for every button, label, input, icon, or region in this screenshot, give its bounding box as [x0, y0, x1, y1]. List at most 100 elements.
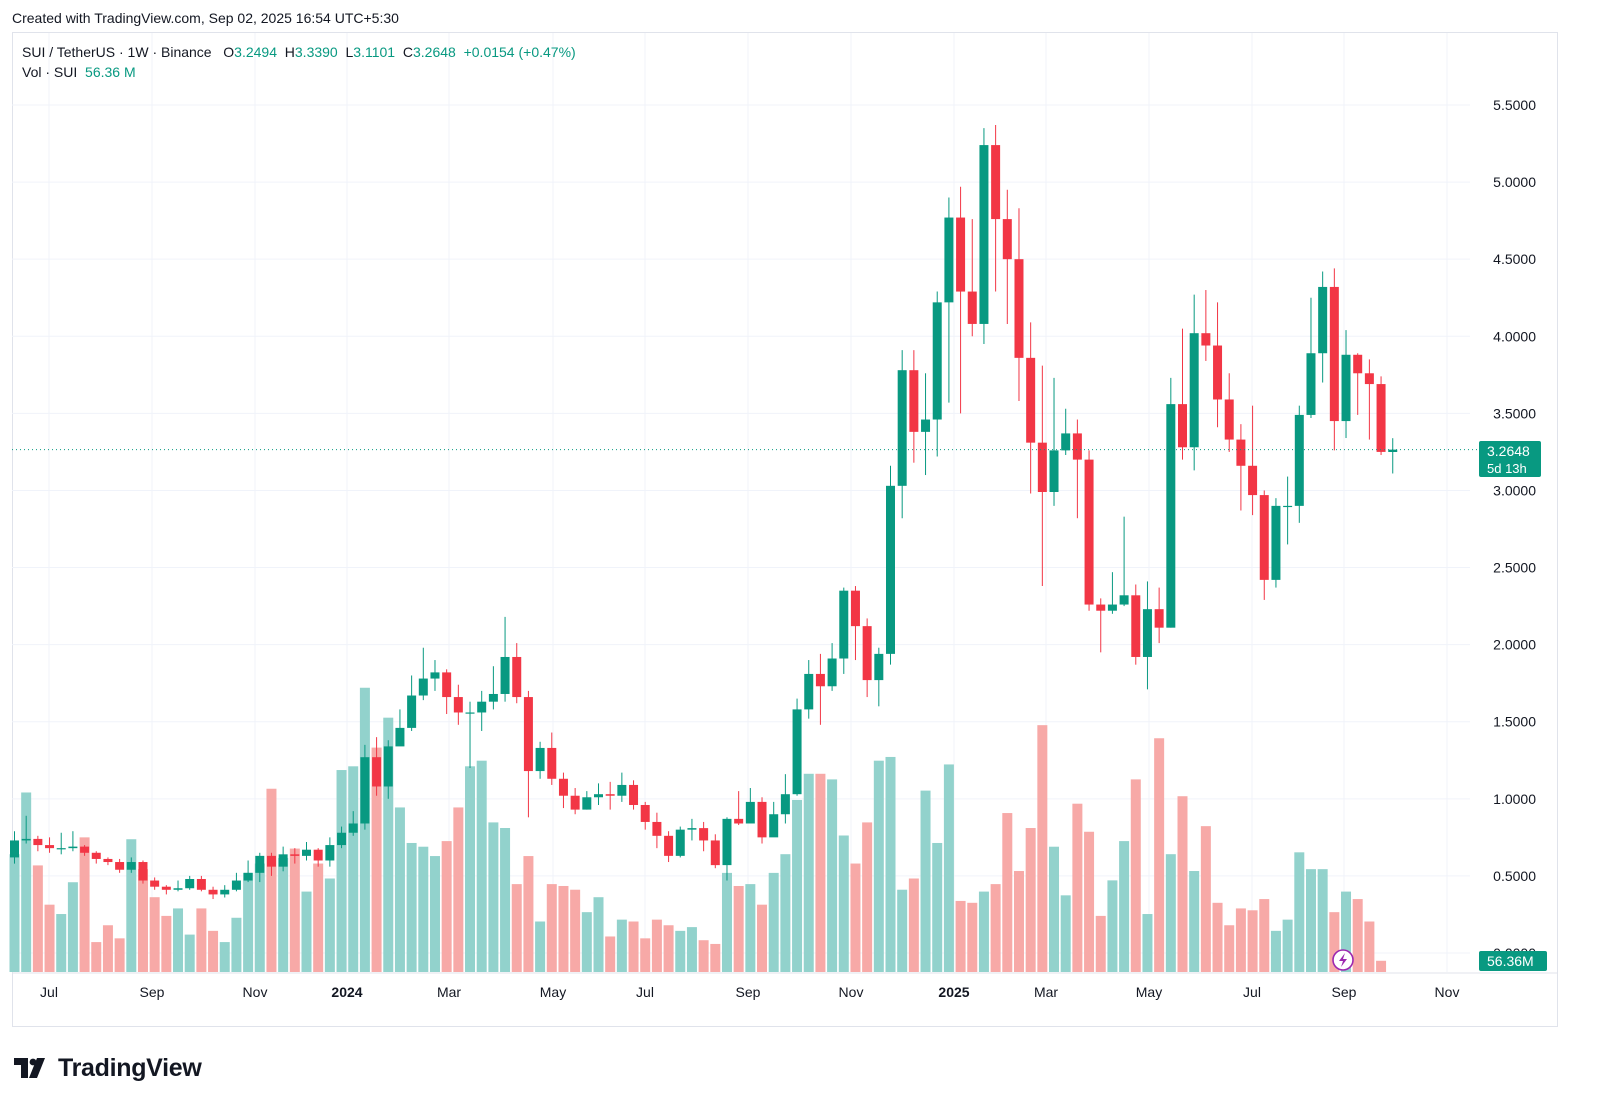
candle[interactable]: [512, 643, 522, 704]
candle[interactable]: [804, 660, 814, 719]
candle[interactable]: [897, 350, 907, 519]
volume-label[interactable]: Vol · SUI: [22, 64, 78, 80]
candle[interactable]: [1049, 377, 1059, 506]
candle[interactable]: [769, 801, 779, 838]
candle[interactable]: [909, 350, 919, 463]
candle[interactable]: [675, 826, 685, 858]
candle[interactable]: [827, 643, 837, 691]
candle[interactable]: [780, 774, 790, 824]
candle[interactable]: [45, 837, 55, 853]
candle[interactable]: [103, 857, 113, 866]
candle[interactable]: [629, 780, 639, 810]
candle[interactable]: [430, 660, 440, 691]
lightning-icon[interactable]: [1332, 949, 1354, 971]
candle[interactable]: [477, 690, 487, 731]
candle[interactable]: [1201, 290, 1211, 361]
candle[interactable]: [465, 701, 475, 768]
candle[interactable]: [640, 801, 650, 830]
candle[interactable]: [1329, 268, 1339, 451]
symbol-info[interactable]: SUI / TetherUS · 1W · Binance: [22, 44, 212, 60]
candle[interactable]: [138, 860, 148, 884]
candle[interactable]: [594, 783, 603, 805]
candle[interactable]: [266, 852, 276, 876]
candle[interactable]: [1306, 297, 1316, 418]
candle[interactable]: [932, 291, 942, 457]
candle[interactable]: [1271, 498, 1281, 588]
candle[interactable]: [535, 741, 545, 779]
candle[interactable]: [10, 831, 19, 864]
candle[interactable]: [21, 815, 31, 844]
candle[interactable]: [56, 832, 66, 855]
candle[interactable]: [1259, 490, 1269, 600]
candle[interactable]: [1014, 208, 1024, 402]
candle[interactable]: [1037, 365, 1047, 587]
candle[interactable]: [582, 791, 592, 810]
candle[interactable]: [1131, 584, 1141, 665]
candle[interactable]: [956, 186, 966, 414]
candle[interactable]: [687, 818, 697, 841]
candle[interactable]: [185, 875, 195, 890]
candle[interactable]: [243, 860, 253, 883]
candle[interactable]: [874, 647, 884, 707]
candle[interactable]: [313, 848, 323, 867]
candle[interactable]: [1213, 302, 1223, 428]
candle[interactable]: [991, 125, 1001, 292]
candle[interactable]: [1294, 405, 1304, 523]
candle[interactable]: [652, 812, 662, 849]
candle[interactable]: [792, 698, 802, 796]
candle[interactable]: [1002, 189, 1012, 324]
candle[interactable]: [173, 880, 183, 892]
candle[interactable]: [745, 788, 755, 824]
candle[interactable]: [1224, 373, 1234, 452]
candle[interactable]: [1084, 450, 1094, 611]
candle[interactable]: [1248, 405, 1258, 516]
candle[interactable]: [80, 845, 90, 856]
candle[interactable]: [418, 647, 428, 701]
candle[interactable]: [921, 373, 931, 476]
candle[interactable]: [979, 128, 989, 344]
candle[interactable]: [944, 197, 954, 403]
candle[interactable]: [68, 831, 78, 852]
candle[interactable]: [1364, 359, 1374, 440]
candle[interactable]: [1142, 581, 1152, 690]
candle[interactable]: [1154, 587, 1164, 644]
candle[interactable]: [208, 886, 218, 900]
candle[interactable]: [115, 858, 125, 873]
candle[interactable]: [734, 791, 744, 826]
candle[interactable]: [196, 875, 206, 892]
candle[interactable]: [710, 834, 720, 869]
candle[interactable]: [255, 852, 265, 883]
candle[interactable]: [1166, 377, 1176, 628]
candle[interactable]: [886, 465, 895, 665]
candle[interactable]: [302, 841, 311, 861]
candle[interactable]: [547, 732, 557, 785]
candle[interactable]: [1096, 598, 1106, 653]
candle[interactable]: [617, 772, 627, 802]
candle[interactable]: [1376, 376, 1386, 455]
candle[interactable]: [664, 831, 674, 863]
tradingview-brand[interactable]: TradingView: [14, 1053, 202, 1083]
candle[interactable]: [126, 857, 136, 873]
candle[interactable]: [91, 851, 101, 864]
candle[interactable]: [722, 817, 732, 881]
candle[interactable]: [1318, 271, 1328, 383]
candle[interactable]: [395, 709, 405, 747]
candle[interactable]: [1178, 328, 1187, 460]
candle[interactable]: [1341, 330, 1351, 439]
candle[interactable]: [372, 737, 382, 796]
candle[interactable]: [488, 666, 498, 710]
candle[interactable]: [1061, 408, 1071, 455]
candle[interactable]: [850, 586, 860, 661]
candle[interactable]: [1189, 294, 1199, 471]
candle[interactable]: [1388, 438, 1398, 474]
candle[interactable]: [570, 788, 580, 815]
candle[interactable]: [523, 690, 533, 818]
candle[interactable]: [348, 811, 358, 836]
candle[interactable]: [1107, 572, 1117, 614]
candle[interactable]: [815, 653, 825, 725]
candle[interactable]: [161, 885, 171, 895]
candle[interactable]: [558, 772, 568, 809]
candle[interactable]: [500, 616, 510, 702]
candle[interactable]: [453, 684, 463, 725]
